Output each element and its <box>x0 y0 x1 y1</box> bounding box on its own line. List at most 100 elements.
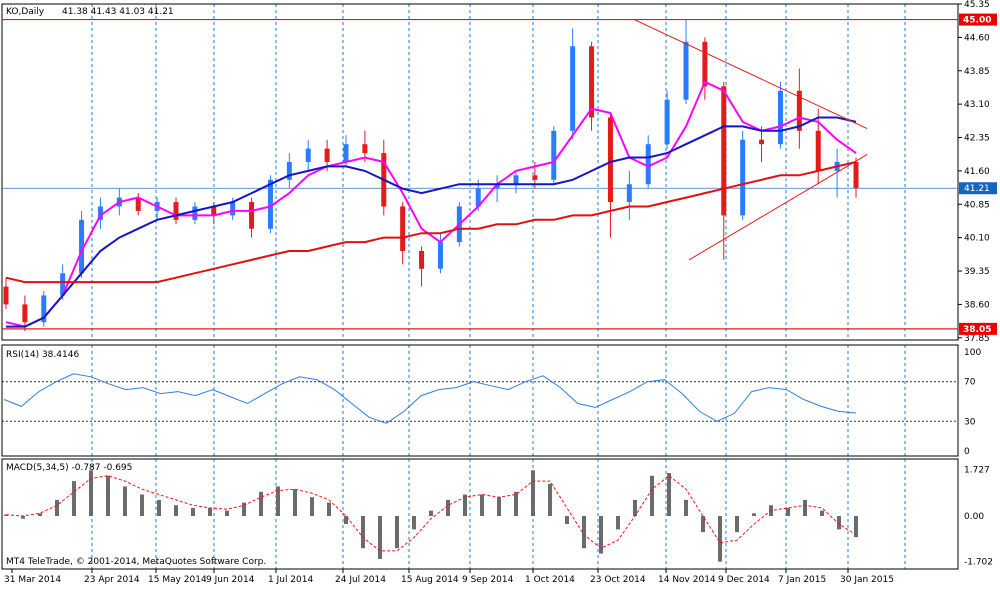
macd-bar <box>344 516 348 525</box>
candle-body <box>400 206 406 251</box>
rsi-pane <box>2 373 958 424</box>
macd-bar <box>616 516 620 530</box>
candle-body <box>267 179 273 229</box>
macd-bar <box>208 507 212 516</box>
macd-bar <box>412 516 416 530</box>
candle-body <box>513 175 519 185</box>
macd-bar <box>820 510 824 516</box>
price-tick-label: 37.85 <box>964 334 990 344</box>
candle-body <box>551 130 557 180</box>
price-tick-label: 38.60 <box>964 300 990 310</box>
price-pane <box>2 18 958 332</box>
macd-signal-line <box>5 475 857 552</box>
candle-body <box>419 250 425 269</box>
candle-body <box>589 46 595 118</box>
candle-body <box>777 90 783 145</box>
macd-bar <box>786 507 790 516</box>
macd-bar <box>4 514 8 516</box>
price-pane-title: KO,Daily <box>6 7 45 17</box>
price-tick-label: 40.10 <box>964 234 990 244</box>
macd-bar <box>497 497 501 516</box>
macd-bar <box>531 470 535 516</box>
macd-bar <box>242 502 246 516</box>
price-tick-label: 43.10 <box>964 100 990 110</box>
macd-bar <box>293 489 297 516</box>
macd-bar <box>191 507 195 516</box>
candle-body <box>324 148 330 162</box>
candle-body <box>3 286 9 305</box>
macd-bar <box>854 516 858 538</box>
price-tick-label: 41.60 <box>964 167 990 177</box>
macd-bar <box>599 516 603 554</box>
rsi-tick-label: 0 <box>964 447 970 457</box>
macd-bar <box>735 516 739 533</box>
candle-body <box>815 130 821 171</box>
candle-body <box>475 188 481 207</box>
rsi-tick-label: 30 <box>964 417 976 427</box>
price-tick-label: 44.60 <box>964 33 990 43</box>
macd-bar <box>123 486 127 516</box>
macd-title: MACD(5,34,5) -0.787 -0.695 <box>6 463 132 473</box>
trendline-upper <box>633 19 868 130</box>
price-axis: 45.35 44.60 43.85 43.10 42.35 41.60 40.85 40.10… <box>958 0 997 344</box>
rsi-tick-label: 100 <box>964 348 981 358</box>
date-tick-label: 9 Sep 2014 <box>462 575 514 585</box>
level-tag <box>959 13 997 26</box>
rsi-axis: 100 70 30 0 <box>964 348 981 457</box>
macd-bar <box>89 470 93 516</box>
candle-body <box>305 148 311 162</box>
candle-body <box>79 219 85 274</box>
candle-body <box>343 144 349 162</box>
macd-bar <box>667 473 671 516</box>
candle-body <box>664 99 670 145</box>
price-tick-label: 42.35 <box>964 134 990 144</box>
candle-body <box>645 144 651 185</box>
candle-body <box>41 295 47 323</box>
macd-bar <box>259 491 263 516</box>
candle-body <box>494 184 500 189</box>
macd-bar <box>140 494 144 516</box>
date-tick-label: 9 Dec 2014 <box>718 575 770 585</box>
candle-body <box>249 202 255 229</box>
macd-bar <box>752 513 756 516</box>
date-tick-label: 14 Nov 2014 <box>658 575 716 585</box>
level-tag-label: 45.00 <box>963 16 991 26</box>
candle-body <box>853 161 859 189</box>
macd-bar <box>480 494 484 516</box>
level-tag-label: 38.05 <box>963 325 991 335</box>
candle-body <box>702 41 708 87</box>
macd-bar <box>225 510 229 516</box>
date-tick-label: 23 Apr 2014 <box>84 575 140 585</box>
date-tick-label: 24 Jul 2014 <box>335 575 386 585</box>
macd-bar <box>157 499 161 516</box>
ohlc-readout: 41.38 41.43 41.03 41.21 <box>62 7 174 17</box>
candle-body <box>97 206 103 220</box>
macd-bar <box>72 481 76 516</box>
pane-frame <box>1 458 959 570</box>
pane-frames <box>1 3 959 570</box>
candle-body <box>230 202 236 216</box>
macd-bar <box>361 516 365 549</box>
date-tick-label: 1 Oct 2014 <box>525 575 575 585</box>
current-price-label: 41.21 <box>964 184 990 194</box>
date-tick-label: 1 Jul 2014 <box>268 575 313 585</box>
macd-bar <box>276 486 280 516</box>
candle-body <box>683 41 689 100</box>
macd-bar <box>565 516 569 525</box>
candle-body <box>796 90 802 131</box>
candle-body <box>570 46 576 131</box>
pane-frame <box>1 3 959 341</box>
macd-bar <box>684 499 688 516</box>
macd-bar <box>633 499 637 516</box>
date-tick-label: 30 Jan 2015 <box>840 575 894 585</box>
price-tick-label: 43.85 <box>964 67 990 77</box>
candle-body <box>437 242 443 269</box>
macd-pane <box>4 470 858 562</box>
macd-bar <box>327 502 331 516</box>
candle-body <box>286 161 292 180</box>
macd-bar <box>174 505 178 516</box>
date-tick-label: 15 Aug 2014 <box>401 575 459 585</box>
macd-axis: 1.727 0.00 -1.702 <box>964 466 993 568</box>
